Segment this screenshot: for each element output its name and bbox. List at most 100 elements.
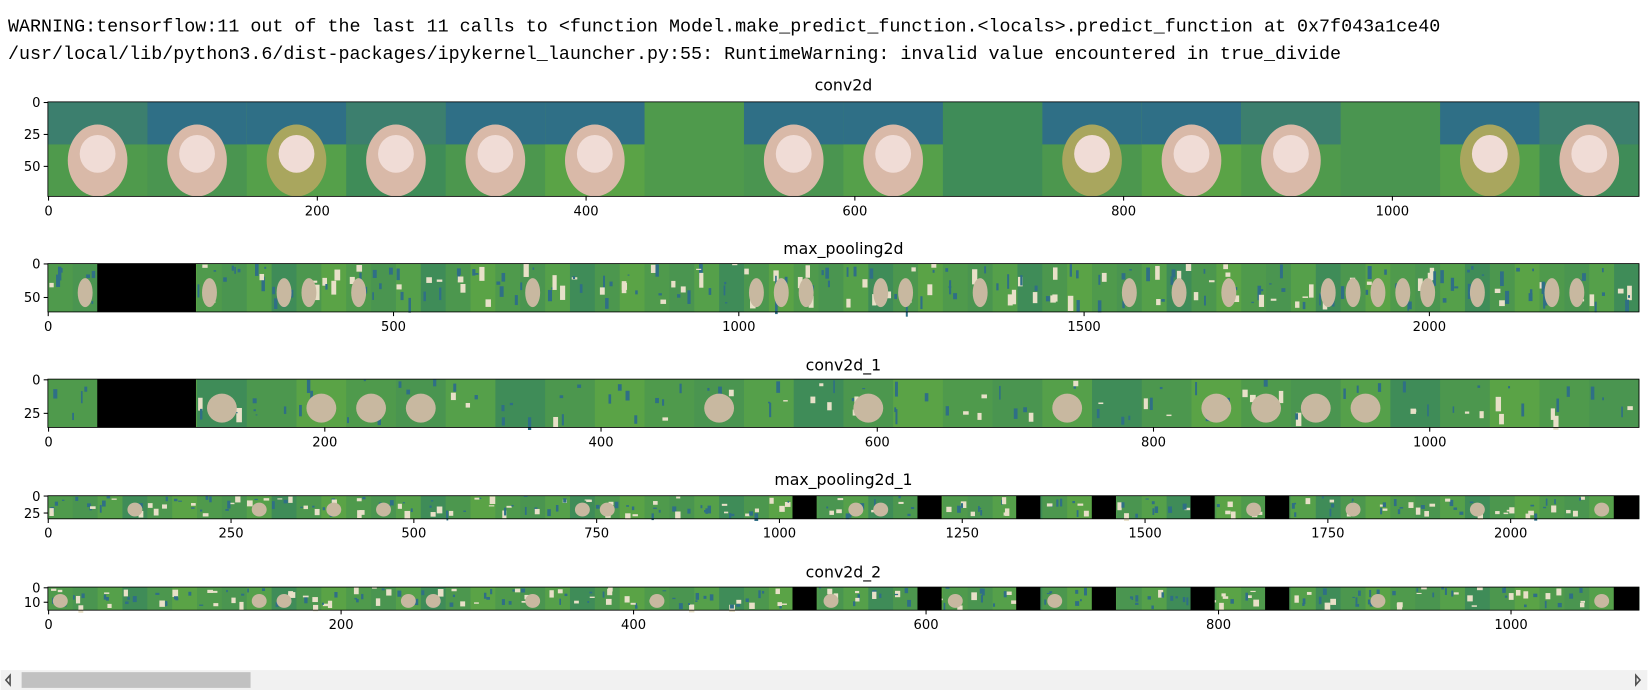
feature-speck <box>501 599 505 605</box>
feature-speck <box>72 595 75 600</box>
feature-speck <box>1083 510 1089 517</box>
feature-speck <box>1365 289 1369 295</box>
feature-speck <box>607 588 613 596</box>
feature-tile <box>1241 587 1267 611</box>
feature-speck <box>1627 285 1632 301</box>
feature-speck <box>1046 503 1053 507</box>
feature-blob <box>574 502 590 517</box>
feature-speck <box>837 498 844 501</box>
cat-face <box>576 134 613 173</box>
axes-frame <box>47 101 1640 197</box>
feature-speck <box>557 589 563 594</box>
feature-speck <box>1324 602 1331 610</box>
feature-speck <box>1270 298 1277 301</box>
feature-speck <box>202 513 209 517</box>
feature-speck <box>190 503 196 506</box>
feature-speck <box>501 272 506 282</box>
scrollbar-thumb[interactable] <box>21 672 251 688</box>
feature-speck <box>970 511 975 517</box>
y-tick-label: 10 <box>24 596 41 611</box>
feature-speck <box>87 503 91 508</box>
cat-face <box>1471 134 1508 173</box>
feature-speck <box>1193 292 1199 301</box>
feature-speck <box>700 505 703 509</box>
cat-face <box>278 134 315 173</box>
feature-speck <box>1541 281 1546 294</box>
feature-speck <box>736 604 741 607</box>
feature-tile <box>644 379 695 428</box>
feature-tile <box>1464 587 1491 611</box>
feature-tile <box>594 587 621 611</box>
feature-speck <box>227 500 231 509</box>
feature-speck <box>787 500 790 503</box>
feature-speck <box>819 383 824 387</box>
feature-speck <box>406 389 411 395</box>
feature-speck <box>445 510 449 519</box>
feature-blob <box>1221 278 1237 308</box>
feature-tile <box>893 379 944 428</box>
feature-tile <box>1042 495 1068 519</box>
feature-speck <box>1084 587 1087 596</box>
feature-speck <box>478 497 482 499</box>
feature-speck <box>404 510 411 519</box>
feature-speck <box>1069 264 1072 277</box>
feature-speck <box>147 503 153 508</box>
feature-speck <box>862 279 868 288</box>
scroll-right-arrow[interactable] <box>1635 673 1642 687</box>
feature-speck <box>1004 508 1010 516</box>
feature-tile <box>321 587 347 611</box>
scroll-left-arrow[interactable] <box>4 673 11 687</box>
feature-blob <box>202 278 217 308</box>
horizontal-scrollbar[interactable] <box>0 670 1648 690</box>
feature-speck <box>521 600 528 603</box>
feature-speck <box>1481 274 1485 276</box>
feature-tile <box>1564 587 1590 611</box>
feature-speck <box>1427 404 1429 417</box>
feature-blob <box>1246 502 1262 517</box>
dead-filter <box>1091 495 1116 519</box>
feature-tile <box>147 495 173 519</box>
feature-speck <box>304 597 308 604</box>
feature-tile <box>1390 587 1416 611</box>
feature-speck <box>362 496 366 500</box>
feature-speck <box>165 496 168 502</box>
feature-tile <box>793 379 844 428</box>
feature-speck <box>821 270 824 276</box>
feature-speck <box>920 296 923 310</box>
feature-speck <box>980 594 984 603</box>
feature-speck <box>356 264 363 272</box>
feature-tile <box>445 379 496 428</box>
feature-tile <box>569 263 596 312</box>
feature-speck <box>1407 298 1410 311</box>
feature-speck <box>1322 588 1327 595</box>
feature-speck <box>1003 591 1007 598</box>
feature-speck <box>1152 508 1155 515</box>
feature-speck <box>621 281 627 294</box>
feature-speck <box>78 605 84 613</box>
feature-speck <box>75 496 79 501</box>
feature-tile <box>1440 587 1466 611</box>
feature-speck <box>855 597 860 602</box>
feature-speck <box>651 513 654 521</box>
feature-blob <box>251 594 267 608</box>
scrollbar-track[interactable] <box>0 670 1648 690</box>
feature-speck <box>687 290 691 304</box>
feature-speck <box>1557 602 1562 608</box>
feature-blob <box>1370 594 1386 608</box>
feature-speck <box>1221 593 1226 597</box>
feature-speck <box>1295 413 1298 420</box>
feature-speck <box>957 505 961 513</box>
feature-speck <box>414 598 419 606</box>
feature-speck <box>608 394 612 404</box>
feature-speck <box>1321 496 1324 499</box>
feature-speck <box>1441 587 1444 590</box>
panel-title: max_pooling2d_1 <box>774 470 912 490</box>
feature-tile <box>1166 587 1193 611</box>
feature-speck <box>314 284 320 301</box>
feature-speck <box>769 497 774 504</box>
feature-speck <box>1566 509 1571 514</box>
feature-speck <box>1532 268 1534 272</box>
feature-speck <box>829 510 834 515</box>
feature-speck <box>777 602 782 606</box>
feature-speck <box>1050 295 1056 303</box>
